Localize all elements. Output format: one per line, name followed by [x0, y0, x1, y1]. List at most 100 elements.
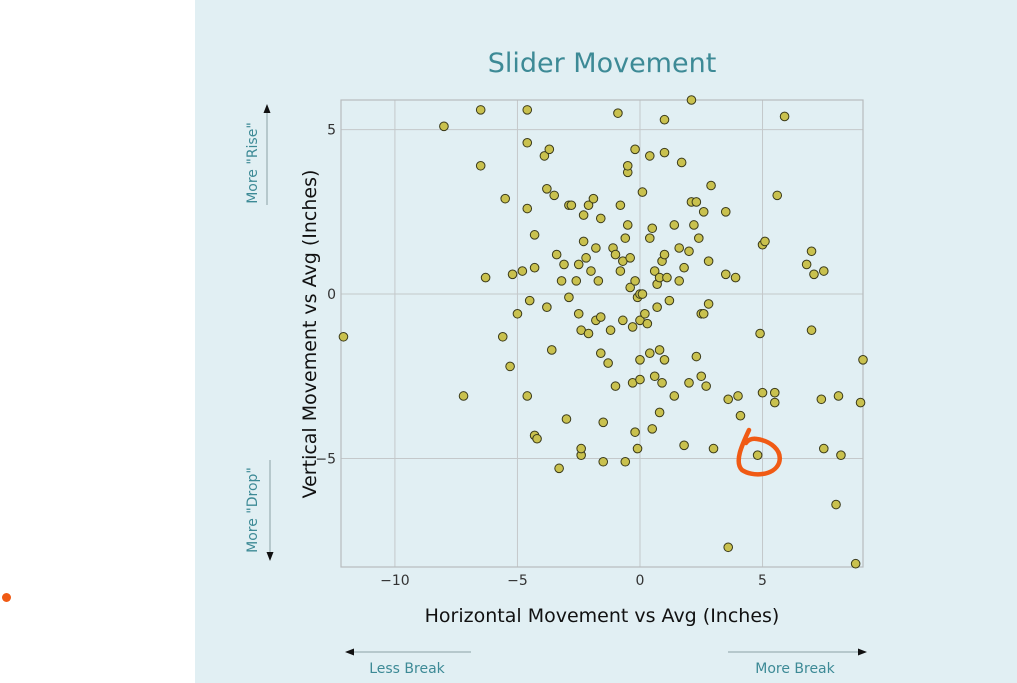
data-point [635, 374, 645, 385]
data-point [610, 249, 621, 260]
data-point [505, 361, 515, 372]
data-point [698, 308, 709, 319]
data-point [625, 282, 635, 293]
data-point [720, 269, 731, 280]
data-point [610, 381, 621, 391]
data-point [691, 197, 702, 207]
data-point [760, 236, 770, 247]
more-rise-label: More "Rise" [245, 122, 261, 204]
y-tick-labels: −5 0 5 [315, 123, 336, 468]
y-tick-label: 5 [327, 123, 336, 139]
data-point [779, 111, 790, 122]
data-point [620, 233, 631, 243]
chart-panel [195, 0, 1017, 683]
data-point [522, 137, 533, 148]
data-point [647, 424, 658, 434]
data-point [573, 259, 584, 270]
data-point [627, 322, 638, 332]
data-point [703, 256, 714, 266]
data-point [512, 308, 523, 319]
data-point [622, 160, 633, 171]
x-axis-title: Horizontal Movement vs Avg (Inches) [425, 605, 780, 627]
data-point [595, 348, 606, 359]
data-point [809, 269, 819, 280]
data-point [615, 200, 626, 211]
highlight-circle-annotation [736, 427, 782, 477]
data-point [676, 157, 687, 168]
data-point [571, 276, 582, 286]
data-point [539, 151, 550, 161]
data-point [831, 499, 841, 510]
data-point [806, 246, 817, 257]
data-point [855, 397, 866, 408]
data-point [833, 391, 844, 401]
data-point [806, 325, 817, 336]
data-point [338, 331, 349, 342]
data-point [662, 272, 672, 283]
data-point [637, 187, 648, 197]
data-point [517, 266, 528, 276]
data-point [669, 391, 680, 401]
data-point [850, 558, 861, 569]
data-point [659, 249, 670, 260]
data-point [669, 220, 680, 230]
less-break-label: Less Break [369, 661, 445, 677]
x-tick-labels: −10 −5 0 5 [380, 573, 767, 589]
data-point [632, 443, 643, 454]
data-point [679, 440, 689, 451]
data-point [620, 456, 631, 467]
x-tick-label: −5 [507, 573, 528, 589]
y-tick-label: −5 [315, 451, 336, 467]
data-point [622, 220, 633, 230]
data-point [522, 391, 533, 401]
data-point [566, 200, 577, 211]
more-drop-hint: More "Drop" [245, 460, 274, 561]
data-point [684, 378, 694, 388]
data-point [772, 190, 783, 201]
data-point [735, 410, 746, 421]
data-point [730, 272, 741, 283]
data-point [652, 302, 662, 312]
data-point [532, 433, 542, 444]
data-point [654, 407, 665, 418]
more-break-hint: More Break [728, 648, 867, 677]
data-point [507, 269, 518, 280]
data-point [630, 144, 640, 155]
data-point [578, 210, 589, 220]
y-axis-title: Vertical Movement vs Avg (Inches) [299, 170, 321, 499]
data-point [630, 276, 640, 286]
data-point [818, 443, 829, 454]
data-point [644, 348, 655, 359]
x-tick-label: 0 [636, 573, 645, 589]
data-point [630, 427, 640, 437]
data-point [657, 378, 667, 388]
data-point [603, 358, 613, 368]
data-point [595, 213, 606, 224]
data-point [556, 276, 567, 286]
more-rise-hint: More "Rise" [245, 104, 271, 205]
data-point [691, 351, 702, 362]
data-point [720, 207, 731, 217]
data-point [480, 272, 491, 283]
data-point [586, 266, 596, 276]
data-point [588, 193, 599, 204]
data-point [497, 331, 508, 342]
data-point [679, 262, 689, 273]
data-point [583, 328, 594, 339]
data-point [818, 266, 829, 276]
data-point [475, 105, 486, 115]
data-point [529, 262, 540, 273]
data-point [644, 151, 655, 161]
data-point [591, 243, 601, 253]
data-point [522, 105, 533, 115]
data-point [664, 295, 675, 306]
data-point [723, 394, 734, 405]
data-point [698, 207, 709, 217]
data-point [674, 276, 684, 286]
chart-title: Slider Movement [488, 48, 717, 79]
data-point [659, 147, 670, 158]
data-point [544, 144, 555, 155]
data-point [684, 246, 694, 257]
data-point [637, 289, 648, 299]
less-break-hint: Less Break [345, 648, 471, 677]
